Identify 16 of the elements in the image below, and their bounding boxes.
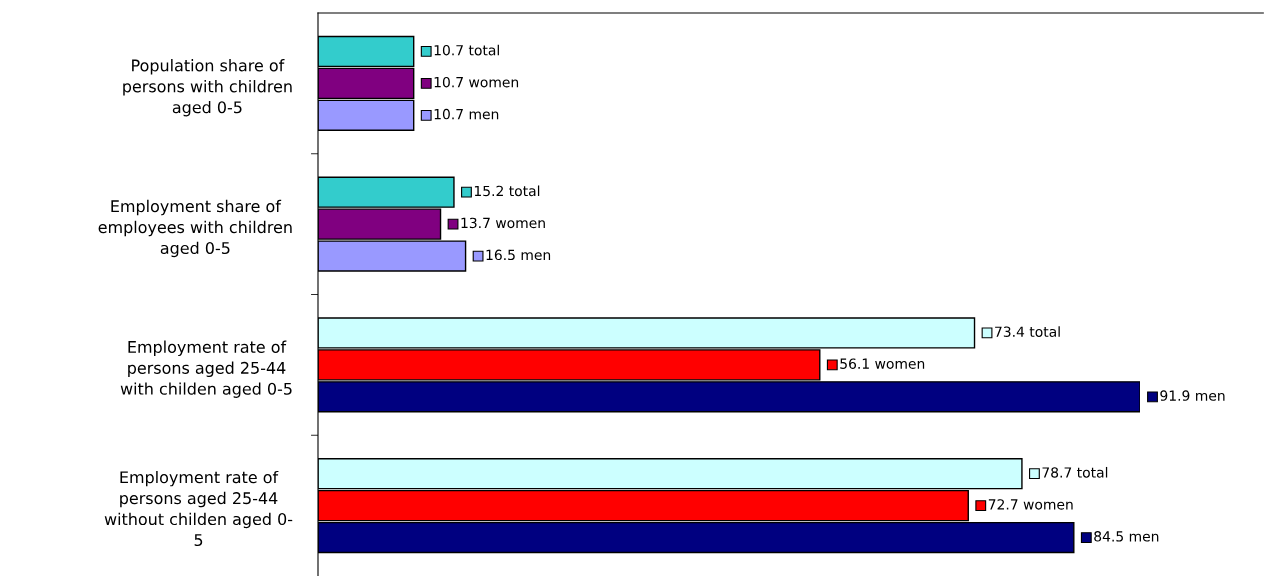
data-label: 10.7 women <box>434 76 519 88</box>
data-label: 91.9 men <box>1160 390 1225 401</box>
data-label: 13.7 women <box>461 217 545 229</box>
data-label: 16.5 men <box>486 249 551 261</box>
y-tick-label: Population share of persons with children aged 0-5 <box>123 59 292 117</box>
data-label: 84.5 men <box>1094 531 1159 542</box>
data-label: 56.1 women <box>840 358 925 369</box>
data-label: 73.4 total <box>995 326 1060 337</box>
data-label: 15.2 total <box>474 185 540 197</box>
data-label: 10.7 total <box>434 44 499 56</box>
data-label: 78.7 total <box>1042 466 1108 478</box>
y-tick-label: Employment share of employees with children aged 0-5 <box>98 199 292 258</box>
data-label: 72.7 women <box>988 499 1073 510</box>
data-label: 10.7 men <box>434 108 499 120</box>
y-tick-label: Employment rate of persons aged 25-44 without childen aged 0- 5 <box>104 470 293 547</box>
y-tick-label: Employment rate of persons aged 25-44 with childen aged 0-5 <box>120 340 292 398</box>
